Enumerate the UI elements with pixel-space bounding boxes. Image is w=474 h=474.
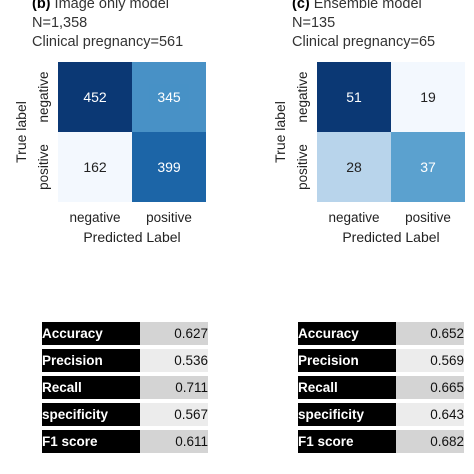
metric-row: F1 score 0.682 xyxy=(298,430,464,453)
metric-value: 0.627 xyxy=(140,322,208,345)
cell-value-label: 19 xyxy=(420,89,436,105)
metric-label: specificity xyxy=(42,403,140,426)
metric-row: Precision 0.569 xyxy=(298,349,464,372)
cell-value-label: 452 xyxy=(83,89,107,105)
metric-label: Precision xyxy=(42,349,140,372)
metric-value: 0.665 xyxy=(396,376,464,399)
cell-label-box xyxy=(149,154,189,180)
panel-tag: (b) xyxy=(32,0,51,12)
cell-value-label: 51 xyxy=(346,89,362,105)
metric-label: Accuracy xyxy=(42,322,140,345)
metric-row: Accuracy 0.627 xyxy=(42,322,208,345)
cell-label-box xyxy=(75,84,115,110)
metric-row: Accuracy 0.652 xyxy=(298,322,464,345)
metric-value: 0.569 xyxy=(396,349,464,372)
x-tick-label: negative xyxy=(328,210,379,225)
metric-label: Accuracy xyxy=(298,322,396,345)
metrics-table: Accuracy 0.652 Precision 0.569 Recall 0.665… xyxy=(298,318,464,457)
pregnancy-count: Clinical pregnancy=65 xyxy=(292,34,436,50)
sample-size: N=135 xyxy=(292,15,336,31)
cell-label-box xyxy=(334,154,374,180)
metric-value: 0.682 xyxy=(396,430,464,453)
metric-row: Precision 0.536 xyxy=(42,349,208,372)
metric-value: 0.711 xyxy=(140,376,208,399)
metric-value: 0.536 xyxy=(140,349,208,372)
metric-row: specificity 0.643 xyxy=(298,403,464,426)
metric-label: F1 score xyxy=(298,430,396,453)
sample-size: N=1,358 xyxy=(32,15,88,31)
x-axis-title: Predicted Label xyxy=(83,229,180,245)
metrics-table: Accuracy 0.627 Precision 0.536 Recall 0.711… xyxy=(42,318,208,457)
panel-tag: (c) xyxy=(292,0,310,12)
metric-label: Recall xyxy=(298,376,396,399)
panel-title: Ensemble model xyxy=(313,0,422,12)
metric-label: specificity xyxy=(298,403,396,426)
cell-label-box xyxy=(149,84,189,110)
cell-value-label: 28 xyxy=(346,159,362,175)
y-axis-title: True label xyxy=(272,101,288,163)
cell-value-label: 345 xyxy=(157,89,181,105)
y-axis-title: True label xyxy=(13,101,29,163)
panel-image-only: (b) Image only model N=1,358 Clinical pr… xyxy=(13,0,208,457)
cell-value-label: 399 xyxy=(157,159,181,175)
cell-label-box xyxy=(408,84,448,110)
metric-row: specificity 0.567 xyxy=(42,403,208,426)
panel-ensemble: (c) Ensemble model N=135 Clinical pregna… xyxy=(237,0,474,474)
metric-value: 0.567 xyxy=(140,403,208,426)
y-tick-label: negative xyxy=(36,71,51,122)
panel-header: (c) Ensemble model N=135 Clinical pregna… xyxy=(292,0,435,52)
metric-label: F1 score xyxy=(42,430,140,453)
confusion-matrix: 51 19 28 37 negative positive negative positive… xyxy=(272,62,465,245)
panel-header: (b) Image only model N=1,358 Clinical pr… xyxy=(32,0,183,52)
metric-row: Recall 0.665 xyxy=(298,376,464,399)
panel-title: Image only model xyxy=(54,0,169,12)
y-tick-label: negative xyxy=(295,71,310,122)
x-tick-label: positive xyxy=(405,210,451,225)
cell-value-label: 162 xyxy=(83,159,107,175)
cell-label-box xyxy=(75,154,115,180)
metric-label: Precision xyxy=(298,349,396,372)
x-tick-label: positive xyxy=(146,210,192,225)
x-tick-label: negative xyxy=(69,210,120,225)
y-tick-label: positive xyxy=(36,144,51,190)
confusion-matrix: 452 345 162 399 negative positive negative posi… xyxy=(13,62,206,245)
cell-label-box xyxy=(408,154,448,180)
metric-value: 0.611 xyxy=(140,430,208,453)
y-tick-label: positive xyxy=(295,144,310,190)
metric-row: F1 score 0.611 xyxy=(42,430,208,453)
metric-row: Recall 0.711 xyxy=(42,376,208,399)
x-axis-title: Predicted Label xyxy=(342,229,439,245)
cell-value-label: 37 xyxy=(420,159,436,175)
metric-value: 0.643 xyxy=(396,403,464,426)
metric-label: Recall xyxy=(42,376,140,399)
metric-value: 0.652 xyxy=(396,322,464,345)
pregnancy-count: Clinical pregnancy=561 xyxy=(32,34,184,50)
cell-label-box xyxy=(334,84,374,110)
